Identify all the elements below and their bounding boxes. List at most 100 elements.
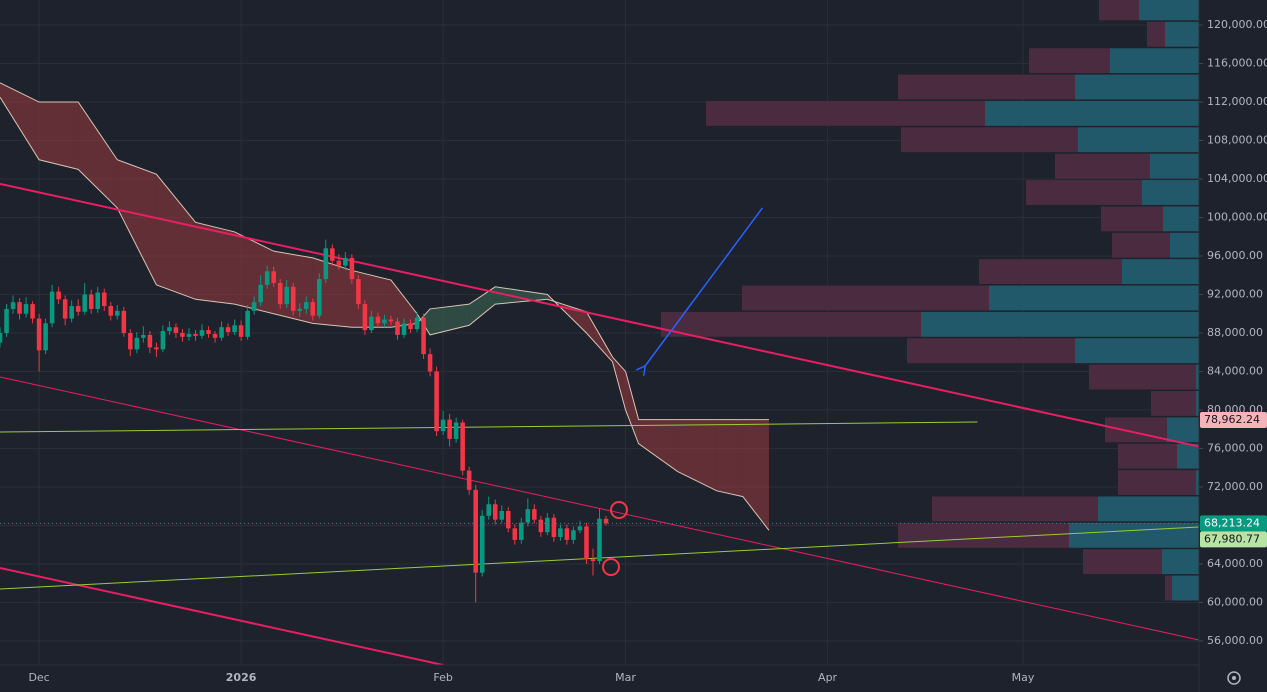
x-tick-label: May — [1012, 671, 1035, 684]
candle-body — [303, 302, 309, 309]
profile-down — [898, 74, 1075, 100]
settings-button[interactable] — [1227, 671, 1241, 685]
profile-down — [706, 100, 985, 126]
candle-body — [154, 347, 159, 350]
x-tick-label: Apr — [818, 671, 838, 684]
candle-body — [251, 302, 257, 311]
candle-body — [479, 515, 485, 573]
y-tick-label: 108,000.00 — [1207, 134, 1267, 147]
candle-body — [505, 511, 511, 529]
candle-body — [590, 559, 596, 562]
profile-up — [1163, 206, 1199, 232]
profile-up — [1172, 575, 1199, 601]
profile-down — [1147, 21, 1165, 47]
candle-body — [434, 371, 439, 432]
price-label: 67,980.77 — [1204, 532, 1260, 545]
y-tick-label: 112,000.00 — [1207, 95, 1267, 108]
candle-body — [336, 260, 342, 266]
profile-up — [1150, 153, 1199, 179]
candle-body — [264, 271, 270, 285]
candle-body — [362, 304, 368, 331]
candle-body — [323, 248, 329, 280]
profile-up — [1069, 522, 1199, 548]
profile-down — [1118, 470, 1196, 495]
profile-up — [1098, 496, 1199, 522]
profile-down — [1112, 232, 1170, 258]
candle-body — [297, 308, 303, 311]
x-tick-label: Mar — [615, 671, 636, 684]
candle-body — [56, 291, 61, 300]
candle-body — [225, 327, 231, 333]
candle-body — [141, 334, 146, 338]
profile-up — [1196, 391, 1199, 416]
cloud-fill — [195, 222, 235, 305]
price-label-box — [1200, 515, 1267, 532]
x-tick-label: Feb — [433, 671, 452, 684]
candle-body — [375, 316, 381, 324]
price-label: 68,213.24 — [1204, 516, 1260, 529]
candle-body — [10, 302, 16, 309]
candle-body — [115, 310, 120, 316]
candle-body — [349, 257, 355, 280]
candle-body — [212, 333, 218, 338]
candle-body — [88, 294, 94, 309]
candle-body — [290, 286, 296, 311]
cloud-fill — [0, 82, 40, 160]
cloud-fill — [469, 286, 496, 326]
candle-body — [538, 519, 544, 533]
cloud-fill — [39, 102, 79, 170]
y-tick-label: 116,000.00 — [1207, 57, 1267, 70]
profile-down — [1089, 364, 1196, 390]
volume-profile — [661, 0, 1199, 601]
axes: 56,000.0060,000.0064,000.0068,000.0072,0… — [28, 18, 1267, 684]
price-label-box — [1200, 411, 1267, 428]
profile-down — [661, 311, 921, 337]
candle-body — [62, 299, 68, 319]
profile-down — [1083, 549, 1162, 575]
candle-body — [310, 302, 316, 316]
candle-body — [219, 327, 224, 338]
profile-up — [1162, 549, 1199, 575]
cloud-fill — [677, 419, 717, 491]
price-label: 78,962.24 — [1204, 413, 1260, 426]
price-label-box — [1200, 531, 1267, 548]
cloud-fill — [78, 102, 118, 208]
x-tick-label: Dec — [28, 671, 49, 684]
candle-body — [180, 332, 185, 337]
y-tick-label: 120,000.00 — [1207, 18, 1267, 31]
trendline — [0, 182, 1199, 448]
profile-down — [1101, 206, 1163, 232]
candle-body — [245, 310, 250, 337]
candle-body — [49, 291, 55, 324]
candle-body — [199, 330, 205, 336]
candle-body — [525, 509, 531, 523]
candle-body — [134, 337, 140, 350]
candle-body — [232, 325, 237, 333]
candle-body — [401, 323, 407, 335]
candle-body — [258, 284, 263, 303]
cloud-fill — [351, 270, 391, 328]
candle-body — [284, 286, 289, 305]
candle-body — [317, 279, 322, 316]
profile-down — [1029, 48, 1110, 74]
arrow — [645, 207, 764, 366]
candle-body — [382, 319, 387, 324]
y-tick-label: 72,000.00 — [1207, 480, 1263, 493]
candle-body — [453, 422, 459, 439]
profile-down — [1151, 391, 1196, 416]
candle-body — [388, 319, 394, 322]
candle-body — [23, 304, 29, 314]
candle-body — [414, 317, 420, 330]
candle-body — [558, 528, 563, 538]
candle-body — [4, 308, 9, 333]
candle-body — [186, 333, 192, 337]
candle-body — [173, 327, 179, 333]
profile-up — [1078, 127, 1199, 153]
cloud-fill — [234, 231, 274, 314]
profile-up — [1177, 443, 1199, 469]
profile-down — [1118, 443, 1177, 469]
candle-body — [564, 528, 570, 540]
profile-down — [1026, 180, 1142, 205]
y-tick-label: 84,000.00 — [1207, 364, 1263, 377]
